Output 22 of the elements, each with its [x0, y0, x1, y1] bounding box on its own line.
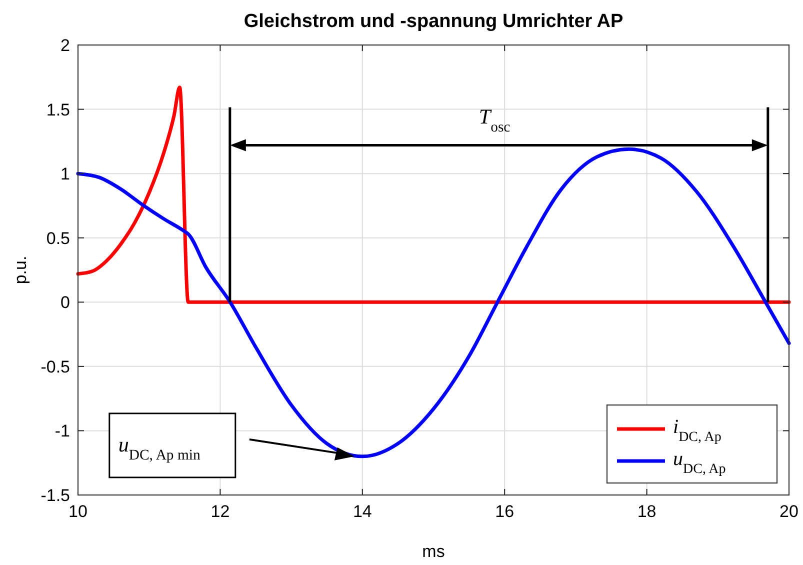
line-series	[76, 86, 791, 304]
y-tick-label: 0	[60, 293, 70, 312]
annotation: u$_{DC, Ap min}$	[118, 432, 201, 464]
chart-title: Gleichstrom und -spannung Umrichter AP	[244, 11, 624, 32]
y-axis-title: p.u.	[11, 256, 30, 284]
x-tick-label: 18	[637, 502, 656, 521]
y-tick-label: 1	[60, 164, 70, 184]
annotation: T$_{osc}$	[478, 104, 511, 136]
x-axis-title: ms	[422, 542, 445, 561]
x-tick-label: 14	[352, 502, 372, 521]
y-tick-label: -1	[54, 422, 70, 441]
x-tick-label: 20	[780, 502, 798, 521]
legend-label: i$_{DC, Ap}$	[673, 416, 722, 444]
y-tick-label: -1.5	[40, 486, 70, 505]
y-tick-label: -0.5	[40, 357, 70, 376]
x-tick-label: 12	[210, 502, 230, 521]
legend-label: u$_{DC, Ap}$	[673, 448, 726, 476]
y-tick-label: 0.5	[46, 228, 70, 248]
y-tick-label: 2	[60, 36, 70, 55]
y-tick-label: 1.5	[46, 100, 70, 120]
x-tick-label: 10	[68, 502, 88, 521]
x-tick-label: 16	[495, 502, 514, 521]
